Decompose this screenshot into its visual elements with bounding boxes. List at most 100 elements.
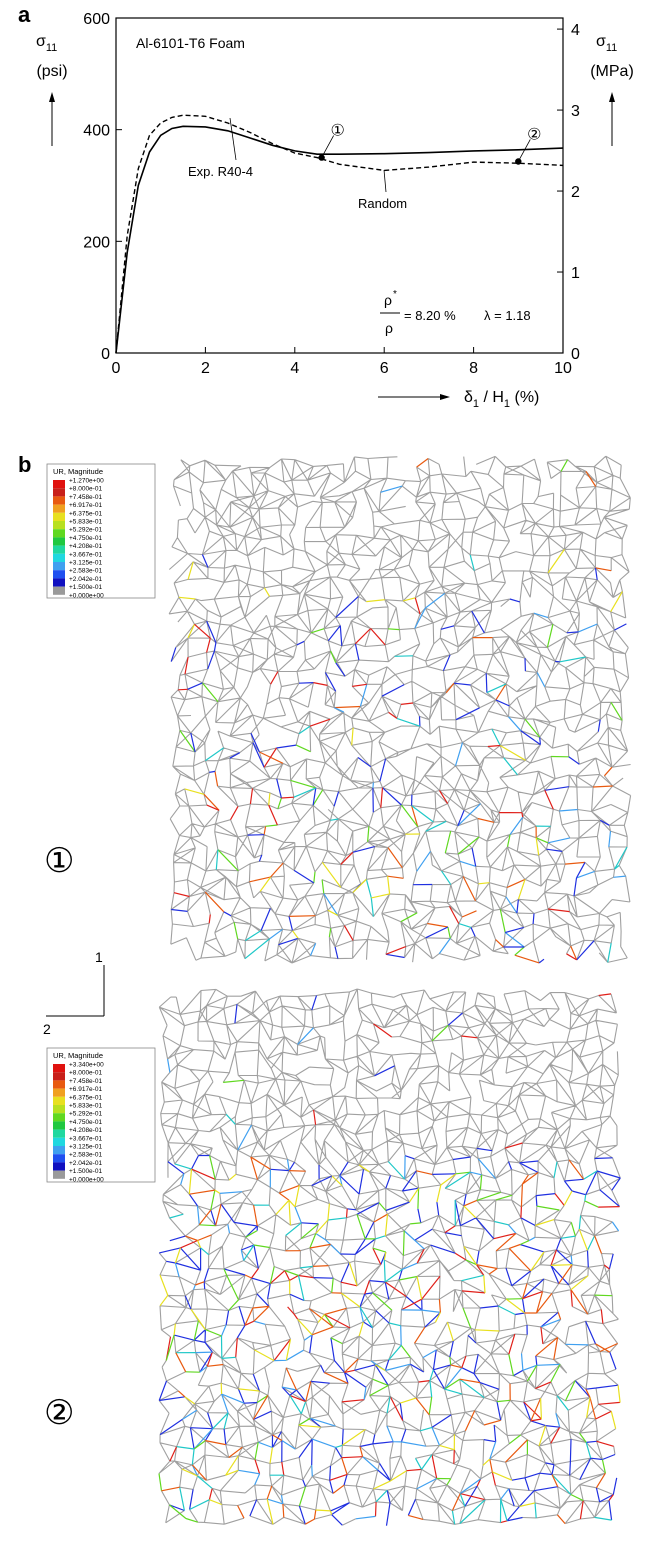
chart-title: Al-6101-T6 Foam [136, 35, 245, 51]
note: λ = 1.18 [484, 308, 531, 323]
page: {"chart_data":{"type":"line","panel_labe… [0, 0, 652, 1537]
note: = 8.20 % [404, 308, 456, 323]
legend-swatch [53, 513, 65, 521]
leader [230, 118, 236, 160]
legend-swatch [53, 496, 65, 504]
legend-label: +2.042e-01 [69, 576, 102, 583]
legend-label: +5.833e-01 [69, 519, 102, 526]
foam-struts [174, 598, 577, 960]
axis-label-part: / H [479, 389, 504, 406]
legend-swatch [53, 1146, 65, 1154]
legend-label: +3.667e-01 [69, 1135, 102, 1142]
axis-label: σ11 [36, 33, 57, 54]
legend-swatch [53, 578, 65, 586]
legend-label: +5.292e-01 [69, 527, 102, 534]
series-label: Random [358, 196, 407, 211]
legend-label: +6.375e-01 [69, 1094, 102, 1101]
legend-swatch [53, 505, 65, 513]
triad-label: 2 [43, 1021, 51, 1037]
legend-swatch [53, 1130, 65, 1138]
legend-swatch [53, 570, 65, 578]
legend-swatch [53, 1089, 65, 1097]
legend-swatch [53, 587, 65, 595]
foam-struts [159, 989, 620, 1525]
axis-label-part: (%) [510, 389, 539, 406]
legend-label: +0.000e+00 [69, 1176, 104, 1183]
legend-label: +4.750e-01 [69, 1119, 102, 1126]
legend-label: +3.667e-01 [69, 551, 102, 558]
legend-label: +8.000e-01 [69, 486, 102, 493]
panel-label: b [18, 452, 31, 477]
axis-arrowhead [49, 92, 55, 102]
y2-tick-label: 4 [571, 22, 580, 39]
legend-label: +1.500e-01 [69, 584, 102, 591]
legend-swatch [53, 1154, 65, 1162]
legend-label: +2.042e-01 [69, 1160, 102, 1167]
series-label: Exp. R40-4 [188, 164, 253, 179]
y2-tick-label: 3 [571, 103, 580, 120]
legend-label: +6.917e-01 [69, 1086, 102, 1093]
legend-swatch [53, 529, 65, 537]
legend-swatch [53, 1080, 65, 1088]
x-tick-label: 2 [201, 360, 210, 377]
axis-label-part: δ [464, 389, 473, 406]
legend-swatch [53, 1064, 65, 1072]
legend-label: +5.292e-01 [69, 1111, 102, 1118]
panel-label: a [18, 2, 31, 27]
legend-label: +6.917e-01 [69, 502, 102, 509]
axis-unit: (psi) [36, 63, 67, 80]
legend-swatch [53, 480, 65, 488]
point-label: ② [527, 126, 541, 143]
y2-tick-label: 0 [571, 346, 580, 363]
legend-label: +1.500e-01 [69, 1168, 102, 1175]
y-tick-label: 400 [83, 123, 110, 140]
triad-label: 1 [95, 949, 103, 965]
legend-label: +8.000e-01 [69, 1070, 102, 1077]
legend-swatch [53, 1162, 65, 1170]
axis-arrowhead [609, 92, 615, 102]
plot-frame [116, 18, 563, 353]
y2-tick-label: 1 [571, 265, 580, 282]
legend-label: +3.125e-01 [69, 560, 102, 567]
legend-title: UR, Magnitude [53, 467, 103, 476]
legend-label: +0.000e+00 [69, 592, 104, 599]
legend-swatch [53, 537, 65, 545]
x-tick-label: 8 [469, 360, 478, 377]
legend-label: +5.833e-01 [69, 1103, 102, 1110]
axis-arrowhead [440, 394, 450, 400]
legend-label: +2.583e-01 [69, 568, 102, 575]
legend-swatch [53, 1138, 65, 1146]
legend-swatch [53, 562, 65, 570]
point-label: ① [330, 123, 344, 140]
y-tick-label: 0 [101, 346, 110, 363]
legend-swatch [53, 1105, 65, 1113]
x-tick-label: 10 [554, 360, 572, 377]
legend-label: +7.458e-01 [69, 1078, 102, 1085]
legend-swatch [53, 546, 65, 554]
x-tick-label: 6 [380, 360, 389, 377]
foam-image [159, 989, 620, 1526]
leader [384, 170, 386, 192]
axis-label: δ1 / H1 (%) [464, 389, 539, 410]
legend-swatch [53, 1171, 65, 1179]
state-marker: ① [44, 842, 74, 880]
axis-label: σ11 [596, 33, 617, 54]
legend-label: +6.375e-01 [69, 510, 102, 517]
legend-label: +2.583e-01 [69, 1152, 102, 1159]
legend-swatch [53, 521, 65, 529]
legend-swatch [53, 554, 65, 562]
foam-image [169, 456, 630, 963]
legend-label: +4.750e-01 [69, 535, 102, 542]
state-marker: ② [44, 1394, 74, 1432]
note: ρ [384, 292, 392, 308]
axis-label-part: 11 [606, 42, 617, 54]
legend-label: +4.208e-01 [69, 1127, 102, 1134]
legend-label: +7.458e-01 [69, 494, 102, 501]
legend-swatch [53, 1097, 65, 1105]
legend-swatch [53, 488, 65, 496]
note: ρ [385, 320, 393, 336]
legend-swatch [53, 1072, 65, 1080]
foam-struts [179, 549, 623, 938]
legend-label: +4.208e-01 [69, 543, 102, 550]
x-tick-label: 0 [112, 360, 121, 377]
